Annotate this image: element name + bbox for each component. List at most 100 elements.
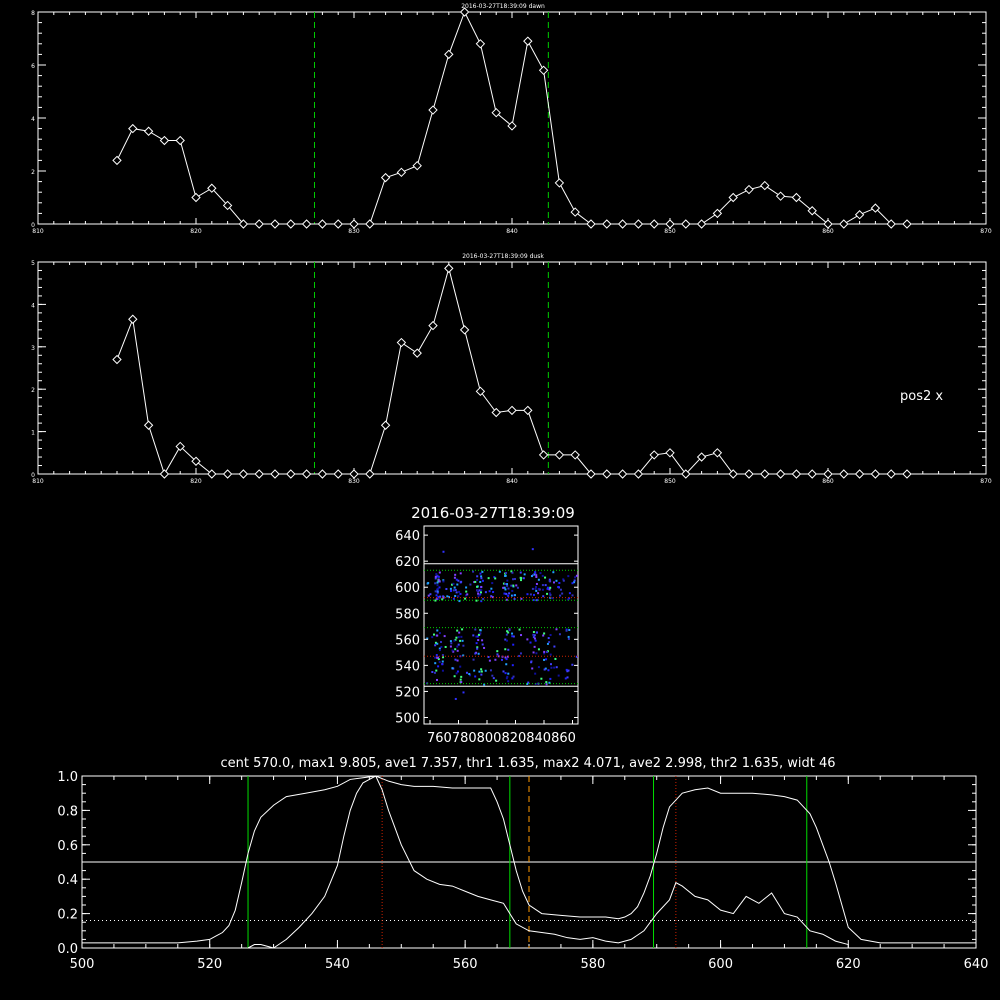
scatter-point [442,580,445,583]
scatter-point [488,659,491,662]
scatter-point [505,633,508,636]
scatter-point [461,639,464,642]
scatter-point [434,599,437,602]
scatter-point [532,651,535,654]
dusk-diamond-point [333,469,343,479]
scatter-point [444,645,447,648]
scatter-point [554,657,557,660]
dawn-diamond-point [396,167,407,178]
scatter-point [476,578,479,581]
scatter-point [469,674,472,677]
scatter-point [460,580,463,583]
dawn-ytick-label: 0 [31,222,35,229]
scatter-point [449,640,452,643]
dawn-line [116,10,907,225]
scatter-point [427,581,430,584]
scatter-point [549,592,552,595]
scatter-point [533,637,536,640]
dusk-diamond-point [807,469,817,479]
scatter-point [555,579,558,582]
scatter-point [505,598,508,601]
scatter-panel: 2016-03-27T18:39:09 500 520 540 560 580 600 62… [395,504,579,746]
scatter-point [546,592,549,595]
scatter-point [436,587,439,590]
scatter-point [474,580,477,583]
scatter-point [492,677,495,680]
scatter-point [507,680,510,683]
scatter-point [533,634,536,637]
scatter-point [480,668,483,671]
scatter-point [496,653,499,656]
scatter-point [475,642,478,645]
scatter-point [437,658,440,661]
scatter-point [436,629,439,632]
scatter-point [532,633,535,636]
scatter-point [573,579,576,582]
scatter-point [452,582,455,585]
scatter-point [537,666,540,669]
scatter-point [472,634,475,637]
scatter-point [490,595,493,598]
dawn-diamond-point [807,206,817,216]
dawn-plot-frame [37,11,987,225]
scatter-point [478,670,481,673]
scatter-point [469,583,472,586]
scatter-point [435,598,438,601]
dawn-diamond-point [459,7,470,17]
scatter-point [545,683,548,686]
scatter-frame [423,525,579,725]
scatter-point [515,584,518,587]
profile-xtick-label: 540 [325,957,350,972]
scatter-point [480,673,483,676]
scatter-point [453,576,456,579]
dawn-diamond-point [412,160,422,171]
scatter-point [532,631,535,634]
scatter-point [531,548,534,551]
scatter-point [574,576,577,579]
scatter-point [458,590,461,593]
scatter-point [565,629,568,632]
scatter-point [437,595,440,598]
scatter-point [459,572,462,575]
scatter-point [480,600,483,603]
scatter-point [566,670,569,673]
scatter-point [454,658,457,661]
scatter-point [455,636,458,639]
scatter-ytick-label: 620 [395,555,420,570]
scatter-point [505,658,508,661]
dawn-diamond-point [665,219,675,229]
dawn-diamond-point [128,123,138,134]
scatter-point [436,642,439,645]
scatter-point [546,587,549,590]
scatter-point [548,681,551,684]
scatter-point [488,590,491,593]
dawn-vlines [314,12,549,224]
scatter-point [568,592,571,595]
scatter-point [532,574,535,577]
dusk-diamond-point [475,386,486,397]
scatter-point [495,679,498,682]
dusk-diamond-point [775,469,786,479]
scatter-point [439,595,442,598]
scatter-ytick-label: 520 [395,685,420,700]
scatter-point [496,650,499,653]
scatter-point [503,592,506,595]
scatter-point [456,670,459,673]
scatter-point [480,575,483,578]
profile-ytick-label: 0.0 [57,942,78,957]
scatter-point [535,574,538,577]
dusk-diamond-point [207,469,217,479]
dawn-diamond-point [617,219,628,229]
profile-xtick-label: 640 [964,957,989,972]
scatter-point [558,633,561,636]
scatter-point [490,587,493,590]
scatter-point [474,628,477,631]
scatter-point [543,658,546,661]
profile-ytick-label: 1.0 [57,770,78,785]
scatter-point [429,593,432,596]
scatter-point [442,656,445,659]
scatter-point [436,591,439,594]
scatter-point [506,584,509,587]
scatter-point [504,574,507,577]
